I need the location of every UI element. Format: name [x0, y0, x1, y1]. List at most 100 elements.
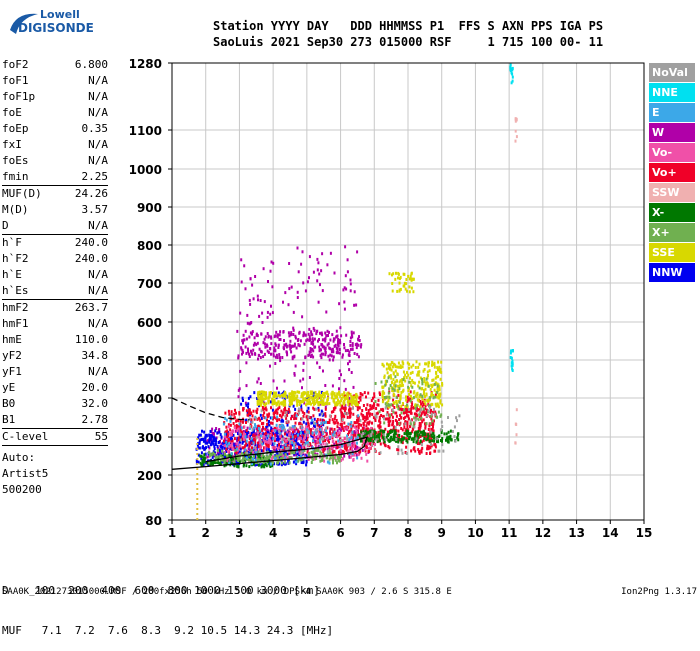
echo-point-vo — [379, 442, 382, 446]
echo-point-vo — [287, 420, 290, 424]
echo-point-sse — [419, 405, 422, 409]
param-row: foF1 N/A — [2, 73, 108, 89]
echo-point-nnw — [247, 405, 249, 409]
echo-point-sse — [274, 393, 277, 397]
echo-point-sse — [330, 392, 333, 396]
echo-point-sse — [267, 399, 270, 403]
echo-point-nnw — [235, 459, 238, 463]
echo-point-x — [418, 413, 421, 417]
echo-point-w — [338, 302, 341, 306]
echo-point-vo — [259, 446, 262, 450]
echo-point-noval — [441, 425, 444, 428]
echo-point-sse — [393, 401, 396, 405]
echo-point-nnw — [197, 460, 200, 464]
echo-point-sse — [392, 272, 395, 276]
echo-point-sse — [438, 394, 441, 398]
echo-point-w — [337, 351, 340, 355]
echo-point-w — [276, 356, 279, 359]
echo-point-vo — [260, 422, 263, 426]
param-row: MUF(D) 24.26 — [2, 185, 108, 202]
echo-point-noval — [418, 410, 421, 414]
echo-point-vo — [400, 416, 403, 420]
echo-point-sse — [437, 368, 439, 372]
echo-point-sse — [431, 402, 434, 406]
echo-point-vo — [263, 407, 266, 411]
echo-point-w — [251, 330, 254, 334]
echo-point-vo — [389, 419, 392, 423]
echo-point-sse — [281, 401, 284, 405]
echo-point-sse — [355, 394, 358, 398]
echo-point-noval — [430, 412, 433, 416]
echo-point-vo — [240, 430, 243, 434]
echo-point-w — [267, 335, 270, 339]
echo-point-x — [221, 458, 224, 462]
echo-point-noval — [289, 439, 292, 443]
echo-point-sse — [432, 383, 435, 387]
echo-point-x — [415, 416, 418, 420]
echo-point-x — [315, 457, 318, 460]
echo-point-vo — [357, 447, 360, 451]
echo-point-sse — [399, 364, 402, 368]
echo-point-vo — [302, 447, 304, 451]
echo-point-x — [258, 453, 261, 457]
echo-point-vo — [367, 411, 370, 415]
echo-point-vo — [262, 438, 265, 442]
echo-point-nnw — [300, 404, 303, 408]
echo-point-e — [322, 421, 325, 425]
echo-point-w — [316, 361, 319, 365]
echo-point-vo — [248, 431, 251, 435]
echo-point-nnw — [245, 433, 248, 437]
y-tick-label: 800 — [137, 239, 162, 253]
echo-point-sse — [423, 368, 426, 371]
echo-point-x — [219, 458, 222, 462]
echo-point-vo — [333, 449, 336, 453]
echo-point-nnw — [259, 413, 262, 417]
echo-point-sse — [422, 392, 425, 396]
echo-point-x — [260, 459, 263, 463]
echo-point-w — [319, 283, 321, 287]
echo-point-w — [278, 353, 281, 357]
echo-point-w — [263, 352, 266, 356]
echo-point-vo — [332, 420, 335, 424]
echo-point-e — [257, 427, 260, 430]
echo-point-noval — [246, 451, 249, 455]
echo-point-w — [343, 286, 346, 290]
echo-point-nnw — [306, 409, 309, 413]
echo-point-vo — [322, 419, 325, 423]
echo-point-sse — [338, 393, 341, 397]
echo-point-w — [269, 347, 272, 350]
echo-point-sse — [355, 400, 358, 403]
echo-point-vo — [328, 421, 331, 424]
echo-point-e — [230, 452, 233, 456]
echo-point-vo — [352, 424, 355, 428]
echo-point-vo — [369, 442, 372, 446]
echo-point-vo — [351, 436, 354, 440]
echo-point-noval — [441, 443, 444, 447]
echo-point-sse — [404, 405, 407, 408]
echo-point-vo — [372, 406, 375, 410]
echo-point-vo — [346, 415, 349, 419]
echo-point-w — [348, 396, 351, 400]
echo-point-x — [221, 456, 224, 460]
echo-point-x — [315, 454, 318, 457]
echo-point-nnw — [219, 433, 222, 437]
echo-point-vo — [373, 392, 376, 396]
echo-point-vo — [371, 412, 374, 416]
echo-point-noval — [260, 409, 263, 413]
echo-point-x — [430, 414, 433, 418]
echo-point-x — [419, 439, 422, 443]
echo-point-w — [253, 432, 256, 436]
echo-point-sse — [264, 391, 267, 395]
echo-point-noval — [454, 439, 457, 443]
echo-point-x — [256, 457, 259, 461]
echo-point-e — [319, 428, 322, 432]
echo-point-w — [276, 335, 279, 339]
echo-point-nnw — [256, 463, 259, 466]
echo-point-vo — [363, 415, 366, 419]
echo-point-sse — [275, 391, 277, 395]
echo-point-sse — [398, 384, 400, 388]
echo-point-vo — [253, 438, 256, 441]
echo-point-vo — [284, 406, 286, 410]
echo-point-vo — [334, 405, 337, 409]
echo-point-vo — [397, 429, 400, 433]
